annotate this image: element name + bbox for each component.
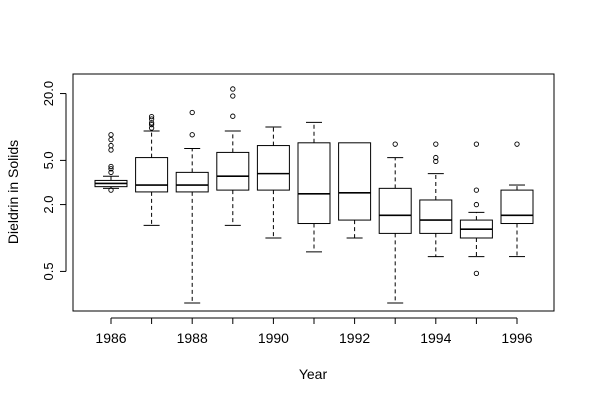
outlier-point: [392, 141, 398, 147]
outlier-point: [148, 125, 155, 131]
box-1989: [216, 86, 250, 226]
y-tick-label: 5.0: [41, 151, 56, 169]
box-iqr: [419, 199, 453, 234]
outlier-point: [108, 136, 114, 143]
outlier-point: [108, 142, 114, 149]
outlier-point: [148, 121, 155, 128]
box-1995: [459, 141, 493, 277]
outlier-point: [230, 113, 236, 119]
outlier-point: [230, 93, 236, 99]
outlier-point: [108, 169, 114, 176]
box-1990: [256, 126, 290, 239]
box-1988: [175, 109, 209, 304]
box-iqr: [216, 151, 250, 191]
outlier-point: [514, 141, 520, 147]
x-axis: 1986 1988 1990 1992 1994 1996: [95, 317, 533, 346]
x-tick-label: 1986: [95, 330, 126, 346]
outlier-point: [433, 158, 439, 165]
box-1993: [378, 141, 412, 304]
box-iqr: [500, 189, 534, 225]
boxes-layer: [94, 86, 534, 304]
box-iqr: [378, 187, 412, 234]
box-1986: [94, 132, 128, 193]
y-tick-label: 20.0: [41, 81, 56, 106]
box-iqr: [256, 145, 290, 191]
box-iqr: [338, 142, 372, 221]
outlier-point: [189, 109, 195, 116]
outlier-point: [148, 120, 155, 126]
x-axis-label: Year: [299, 366, 328, 382]
outlier-point: [473, 270, 480, 277]
y-tick-label: 0.5: [41, 262, 56, 280]
x-tick-label: 1988: [177, 330, 208, 346]
plot-frame: [72, 73, 555, 312]
x-tick-label: 1990: [258, 330, 289, 346]
x-tick-label: 1994: [420, 330, 451, 346]
outlier-point: [473, 141, 480, 147]
box-1987: [135, 113, 169, 226]
box-1996: [500, 141, 534, 258]
outlier-point: [230, 86, 236, 92]
box-1991: [297, 121, 331, 253]
y-tick-label: 2.0: [41, 196, 56, 214]
y-axis-label: Dieldrin in Solids: [5, 140, 21, 244]
outlier-point: [108, 132, 114, 138]
box-iqr: [135, 157, 169, 193]
x-tick-label: 1992: [339, 330, 370, 346]
box-iqr: [175, 171, 209, 193]
outlier-point: [148, 116, 155, 122]
x-tick-label: 1996: [501, 330, 532, 346]
outlier-point: [189, 132, 195, 138]
outlier-point: [108, 187, 114, 193]
outlier-point: [148, 113, 155, 120]
outlier-point: [433, 141, 439, 147]
outlier-point: [473, 187, 480, 193]
outlier-point: [473, 201, 480, 208]
outlier-point: [108, 147, 114, 153]
y-axis: 0.5 2.0 5.0 20.0: [41, 81, 67, 280]
outlier-point: [108, 163, 114, 170]
box-1994: [419, 141, 453, 258]
outlier-point: [433, 154, 439, 161]
outlier-point: [108, 166, 114, 172]
box-1992: [338, 142, 372, 239]
box-iqr: [297, 142, 331, 225]
